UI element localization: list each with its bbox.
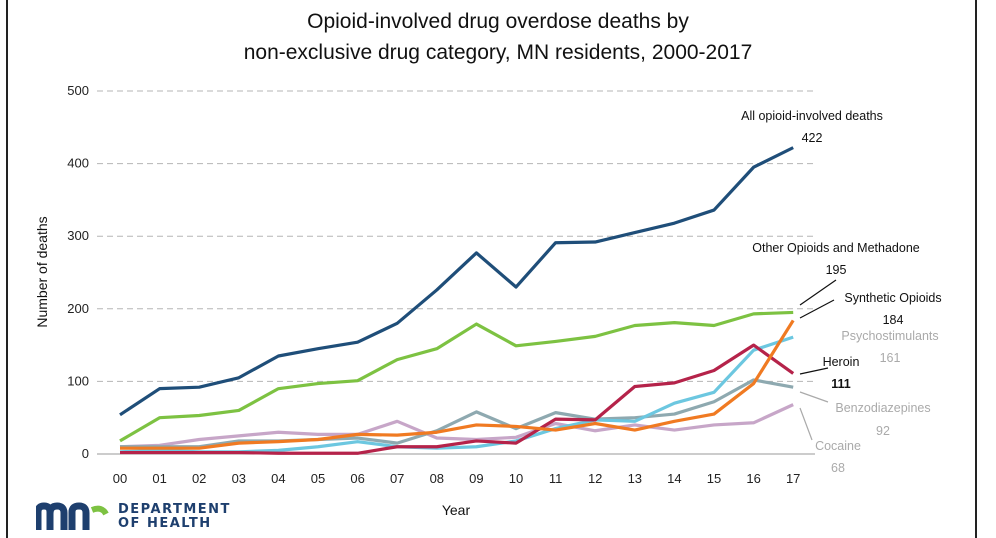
x-tick-label-17: 17 bbox=[786, 471, 800, 486]
value-label-other-opioids-and-methadone: 195 bbox=[826, 263, 847, 277]
frame-right-border bbox=[975, 0, 977, 538]
x-tick-label-03: 03 bbox=[232, 471, 246, 486]
x-tick-label-06: 06 bbox=[350, 471, 364, 486]
series-line-synthetic-opioids bbox=[120, 319, 795, 450]
department-of-health-logo: DEPARTMENT OF HEALTH bbox=[36, 502, 231, 532]
x-tick-label-08: 08 bbox=[430, 471, 444, 486]
label-all-opioid-involved-deaths: All opioid-involved deaths bbox=[741, 109, 883, 123]
x-tick-label-00: 00 bbox=[113, 471, 127, 486]
x-tick-label-11: 11 bbox=[549, 471, 563, 486]
x-tick-label-12: 12 bbox=[588, 471, 602, 486]
series-line-benzodiazepines bbox=[120, 378, 794, 449]
x-tick-label-10: 10 bbox=[509, 471, 523, 486]
y-tick-label-100: 100 bbox=[67, 373, 89, 388]
value-label-synthetic-opioids: 184 bbox=[883, 313, 904, 327]
arrow-cocaine bbox=[799, 407, 813, 441]
x-tick-label-16: 16 bbox=[746, 471, 760, 486]
x-tick-label-09: 09 bbox=[469, 471, 483, 486]
series-line-other-opioids-and-methadone bbox=[119, 310, 794, 443]
series-line-cocaine bbox=[119, 403, 794, 449]
y-tick-label-500: 500 bbox=[67, 83, 89, 98]
label-heroin: Heroin bbox=[823, 355, 860, 369]
label-other-opioids-and-methadone: Other Opioids and Methadone bbox=[752, 241, 920, 255]
y-tick-label-0: 0 bbox=[82, 446, 89, 461]
label-benzodiazepines: Benzodiazepines bbox=[835, 401, 930, 415]
x-tick-label-14: 14 bbox=[667, 471, 681, 486]
label-psychostimulants: Psychostimulants bbox=[841, 329, 938, 343]
x-tick-label-02: 02 bbox=[192, 471, 206, 486]
mn-logo-icon bbox=[36, 502, 109, 530]
arrow-benzodiazepines bbox=[799, 391, 829, 403]
logo-line-1: DEPARTMENT bbox=[118, 502, 231, 517]
arrow-synthetic-opioids bbox=[799, 299, 835, 319]
value-label-heroin: 111 bbox=[831, 377, 851, 391]
x-tick-label-01: 01 bbox=[152, 471, 166, 486]
frame-left-border bbox=[6, 0, 8, 538]
chart-title-line-1: Opioid-involved drug overdose deaths by bbox=[307, 10, 689, 33]
arrow-heroin bbox=[799, 367, 829, 375]
value-label-benzodiazepines: 92 bbox=[876, 424, 890, 438]
x-tick-label-05: 05 bbox=[311, 471, 325, 486]
series-line-all-opioid-involved-deaths bbox=[119, 146, 794, 417]
chart-title-line-2: non-exclusive drug category, MN resident… bbox=[243, 41, 753, 64]
label-cocaine: Cocaine bbox=[815, 439, 861, 453]
x-tick-label-13: 13 bbox=[628, 471, 642, 486]
logo-line-2: OF HEALTH bbox=[118, 516, 212, 531]
series-line-heroin bbox=[120, 343, 795, 455]
y-axis-title: Number of deaths bbox=[34, 216, 50, 327]
chart-title: Opioid-involved drug overdose deaths by … bbox=[0, 6, 996, 68]
arrow-other-opioids bbox=[799, 279, 837, 306]
value-label-all-opioid-involved-deaths: 422 bbox=[802, 131, 823, 145]
x-tick-label-15: 15 bbox=[707, 471, 721, 486]
value-label-psychostimulants: 161 bbox=[880, 351, 901, 365]
value-label-cocaine: 68 bbox=[831, 461, 845, 475]
x-tick-label-07: 07 bbox=[390, 471, 404, 486]
y-tick-label-300: 300 bbox=[67, 228, 89, 243]
x-axis-title: Year bbox=[442, 502, 471, 518]
series-line-psychostimulants bbox=[119, 335, 794, 454]
logo-text: DEPARTMENT OF HEALTH bbox=[118, 503, 231, 531]
label-synthetic-opioids: Synthetic Opioids bbox=[844, 291, 941, 305]
y-tick-label-200: 200 bbox=[67, 301, 89, 316]
x-tick-label-04: 04 bbox=[271, 471, 285, 486]
y-tick-label-400: 400 bbox=[67, 156, 89, 171]
